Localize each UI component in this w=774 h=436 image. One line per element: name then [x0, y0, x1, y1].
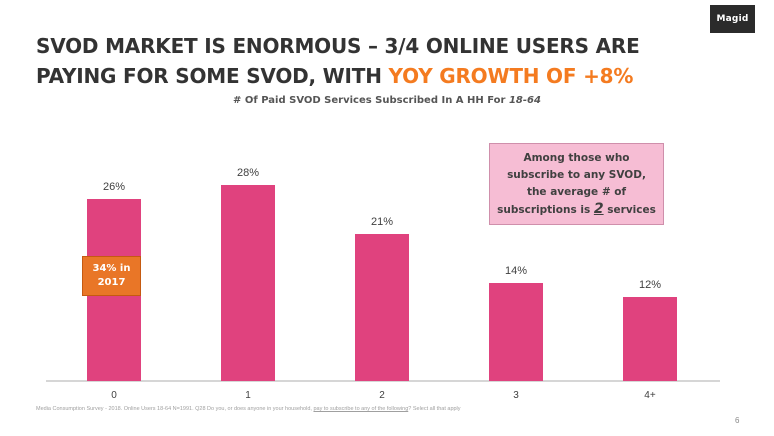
note-line-2: 2017 — [97, 277, 126, 288]
callout-line-1: Among those who — [523, 152, 630, 164]
callout-line-4: subscriptions is 2 services — [490, 201, 663, 219]
footnote-pre: Media Consumption Survey - 2018. Online … — [36, 406, 314, 412]
tick-label-2: 2 — [379, 390, 385, 401]
title-accent: YOY GROWTH OF +8% — [388, 64, 634, 88]
footnote-post: ? Select all that apply — [408, 406, 461, 412]
note-line-1: 34% in — [92, 263, 131, 274]
data-label-4+: 12% — [639, 279, 661, 291]
tick-label-1: 1 — [245, 390, 251, 401]
callout-line-3: the average # of — [526, 186, 627, 198]
callout-line-4-post: services — [603, 204, 656, 216]
data-label-1: 28% — [237, 167, 259, 179]
subtitle-italic: 18-64 — [508, 95, 541, 106]
chart-subtitle: # Of Paid SVOD Services Subscribed In A … — [0, 95, 774, 106]
tick-label-3: 3 — [513, 390, 519, 401]
page-number: 6 — [735, 416, 740, 425]
data-label-0: 26% — [103, 181, 125, 193]
magid-logo: Magid — [710, 5, 755, 33]
source-footnote: Media Consumption Survey - 2018. Online … — [36, 406, 716, 412]
data-label-2: 21% — [371, 216, 393, 228]
bar-3 — [489, 283, 543, 381]
prior-year-note: 34% in 2017 — [82, 256, 141, 296]
page-title: SVOD MARKET IS ENORMOUS – 3/4 ONLINE USE… — [36, 31, 716, 91]
average-callout: Among those who subscribe to any SVOD, t… — [489, 143, 664, 225]
title-main: SVOD MARKET IS ENORMOUS – 3/4 ONLINE USE… — [36, 34, 640, 88]
tick-label-0: 0 — [111, 390, 117, 401]
footnote-underlined: pay to subscribe to any of the following — [313, 406, 409, 412]
bar-1 — [221, 185, 275, 381]
callout-line-2: subscribe to any SVOD, — [507, 169, 646, 181]
subtitle-main: # Of Paid SVOD Services Subscribed In A … — [233, 95, 509, 106]
bar-4+ — [623, 297, 677, 381]
callout-line-4-pre: subscriptions is — [497, 204, 594, 216]
tick-label-4+: 4+ — [644, 390, 656, 401]
callout-average-value: 2 — [593, 201, 604, 217]
bar-2 — [355, 234, 409, 381]
data-label-3: 14% — [505, 265, 527, 277]
